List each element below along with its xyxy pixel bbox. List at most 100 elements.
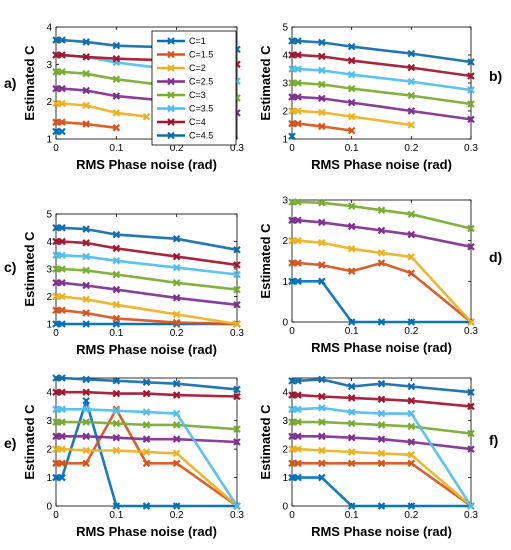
- data-point-marker: [52, 51, 60, 59]
- data-point-marker: [112, 314, 121, 323]
- data-point-marker: [82, 69, 90, 78]
- data-point-marker: [58, 374, 66, 382]
- data-point-marker: [52, 405, 60, 414]
- data-point-marker: [52, 306, 60, 315]
- data-point-marker: [82, 281, 90, 290]
- data-point-marker: [318, 199, 326, 207]
- y-tick-label: 0: [282, 502, 288, 513]
- series-C-1_5: [52, 306, 241, 328]
- data-point-marker: [467, 72, 475, 80]
- data-point-marker: [288, 391, 296, 399]
- data-point-marker: [82, 252, 90, 261]
- data-point-marker: [172, 318, 181, 327]
- data-point-marker: [172, 379, 181, 388]
- series-C-4_5: [52, 223, 241, 254]
- y-axis-label: Estimated C: [258, 223, 273, 299]
- legend-label: C=2.5: [189, 77, 213, 87]
- data-point-marker: [172, 502, 181, 510]
- data-point-marker: [347, 382, 356, 391]
- panel-label: d): [489, 249, 502, 265]
- legend-marker: [167, 104, 175, 113]
- data-point-marker: [288, 236, 296, 245]
- x-axis-label: RMS Phase noise (rad): [76, 342, 217, 357]
- x-tick-label: 0.2: [170, 510, 184, 521]
- data-point-marker: [407, 77, 416, 86]
- y-tick-label: 3: [46, 60, 52, 71]
- data-point-marker: [58, 306, 66, 315]
- data-point-marker: [172, 278, 181, 287]
- data-point-marker: [347, 245, 356, 253]
- data-point-marker: [467, 429, 475, 438]
- data-point-marker: [58, 418, 66, 426]
- data-point-marker: [58, 278, 66, 287]
- data-point-marker: [172, 234, 181, 243]
- series-C-3: [52, 265, 241, 294]
- y-tick-label: 3: [282, 416, 288, 427]
- data-point-marker: [52, 36, 60, 44]
- data-point-marker: [112, 446, 121, 455]
- data-point-marker: [112, 230, 121, 239]
- y-tick-label: 4: [46, 237, 52, 248]
- series-line: [56, 120, 117, 130]
- data-point-marker: [82, 53, 90, 61]
- series-C-1: [288, 473, 475, 510]
- data-point-marker: [233, 438, 241, 446]
- data-point-marker: [82, 120, 90, 128]
- panel-c: 0 0.1 0.2 0.3 1 2 3 4 5 RMS Phase noise (rad) Esti…: [4, 210, 244, 358]
- data-point-marker: [82, 418, 90, 426]
- data-point-marker: [142, 502, 151, 510]
- panel-label: a): [4, 75, 16, 91]
- data-point-marker: [112, 300, 121, 309]
- y-tick-label: 1: [46, 135, 52, 146]
- data-point-marker: [288, 79, 296, 87]
- data-point-marker: [318, 238, 326, 247]
- data-point-marker: [294, 405, 302, 414]
- y-tick-label: 2: [282, 445, 288, 456]
- data-point-marker: [82, 375, 90, 384]
- y-axis-label: Estimated C: [22, 45, 37, 121]
- series-C-2: [288, 445, 475, 510]
- data-point-marker: [82, 101, 90, 110]
- series-C-4_5: [52, 374, 241, 394]
- y-axis-label: Estimated C: [22, 404, 37, 480]
- panel-b: 0 0.1 0.2 0.3 1 2 3 4 5 RMS Phase noise (rad) Esti…: [258, 23, 502, 173]
- data-point-marker: [112, 419, 121, 428]
- data-point-marker: [142, 389, 151, 398]
- data-point-marker: [52, 68, 60, 76]
- series-C-3_5: [288, 65, 475, 94]
- legend-marker: [167, 91, 175, 99]
- data-point-marker: [52, 374, 60, 382]
- data-point-marker: [172, 435, 181, 443]
- panel-label: c): [4, 259, 16, 275]
- data-point-marker: [52, 99, 60, 108]
- data-point-marker: [377, 421, 386, 429]
- data-point-marker: [142, 448, 151, 456]
- data-point-marker: [347, 318, 356, 326]
- data-point-marker: [407, 382, 416, 391]
- data-point-marker: [377, 318, 386, 326]
- data-point-marker: [112, 54, 121, 63]
- data-point-marker: [172, 421, 181, 429]
- x-axis-label: RMS Phase noise (rad): [311, 340, 452, 355]
- data-point-marker: [52, 127, 60, 136]
- data-point-marker: [52, 251, 60, 260]
- data-point-marker: [347, 126, 356, 135]
- series-line: [56, 102, 147, 118]
- legend-box: [151, 30, 237, 146]
- data-point-marker: [377, 379, 386, 388]
- data-point-marker: [318, 446, 326, 455]
- data-point-marker: [288, 132, 296, 140]
- data-point-marker: [318, 122, 326, 131]
- data-point-marker: [112, 75, 121, 84]
- series-C-2_5: [52, 278, 241, 309]
- data-point-marker: [58, 320, 66, 328]
- series-layer: [288, 198, 475, 326]
- data-point-marker: [318, 80, 326, 89]
- data-point-marker: [407, 107, 416, 115]
- data-point-marker: [407, 438, 416, 446]
- data-point-marker: [318, 38, 326, 47]
- legend-item: C=3: [157, 90, 206, 100]
- data-point-marker: [407, 502, 416, 510]
- data-point-marker: [82, 38, 90, 46]
- data-point-marker: [407, 318, 416, 326]
